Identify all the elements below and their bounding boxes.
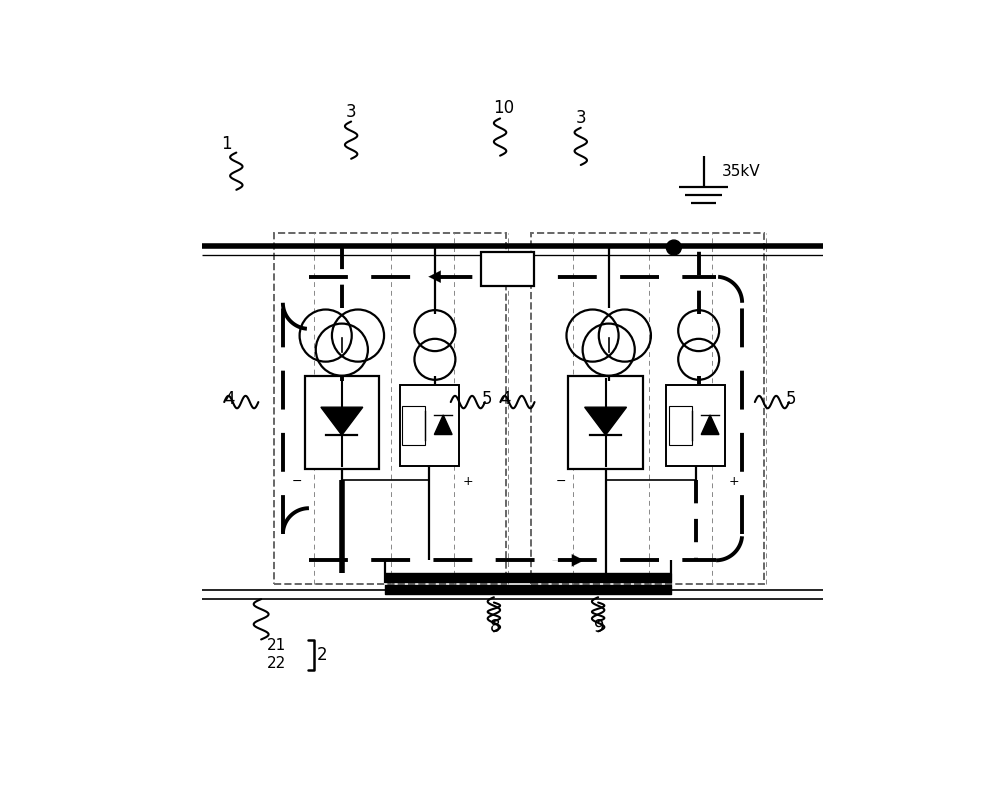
Bar xyxy=(400,385,459,466)
Text: 4: 4 xyxy=(224,390,234,408)
Text: 4: 4 xyxy=(500,390,511,408)
Polygon shape xyxy=(321,407,363,435)
Text: 8: 8 xyxy=(490,617,500,636)
Text: 3: 3 xyxy=(576,109,586,127)
Bar xyxy=(669,406,692,445)
Text: 1: 1 xyxy=(221,135,231,153)
Bar xyxy=(274,233,506,584)
Text: 5: 5 xyxy=(481,390,492,408)
Polygon shape xyxy=(434,415,452,434)
Text: −: − xyxy=(556,476,566,488)
Text: 35kV: 35kV xyxy=(722,164,761,179)
Bar xyxy=(481,251,534,286)
Text: 2: 2 xyxy=(316,646,327,664)
Text: 22: 22 xyxy=(267,656,287,671)
Bar xyxy=(666,385,725,466)
Polygon shape xyxy=(585,407,627,435)
Text: 9: 9 xyxy=(594,617,604,636)
Text: 21: 21 xyxy=(267,638,287,654)
Bar xyxy=(568,376,643,469)
Circle shape xyxy=(666,240,681,255)
Text: 5: 5 xyxy=(786,390,796,408)
Text: +: + xyxy=(729,476,740,488)
Bar xyxy=(531,233,764,584)
Text: +: + xyxy=(462,476,473,488)
Polygon shape xyxy=(701,415,719,434)
Bar xyxy=(305,376,379,469)
Text: −: − xyxy=(292,476,303,488)
Text: 3: 3 xyxy=(346,102,357,121)
Text: 10: 10 xyxy=(493,99,514,118)
Bar xyxy=(402,406,425,445)
